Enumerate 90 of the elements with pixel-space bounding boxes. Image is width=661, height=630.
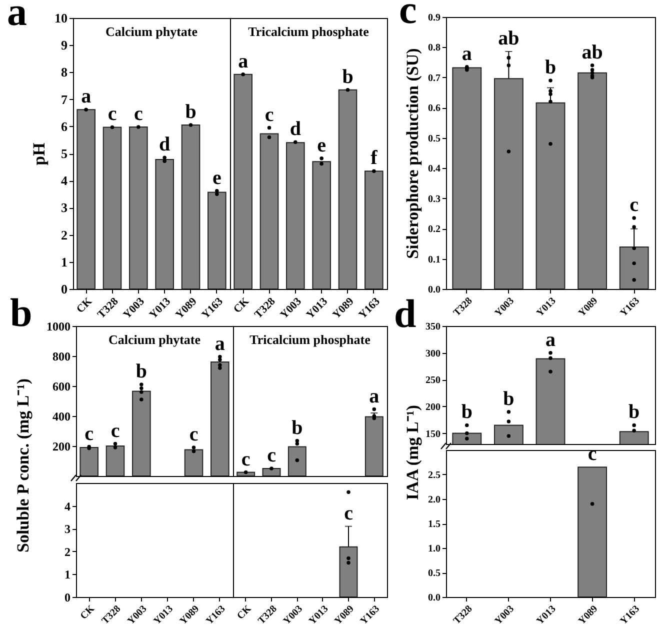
y-tick-label: 200: [426, 402, 440, 413]
y-tick-label: 150: [426, 428, 440, 440]
y-tick-label: 1.0: [428, 544, 440, 554]
y-tick-label: 1: [61, 254, 68, 270]
y-tick-label: 300: [426, 348, 440, 360]
text: d: [394, 291, 416, 336]
chart-title: Tricalcium phosphate: [250, 332, 371, 347]
annotation: b: [185, 101, 196, 124]
y-tick-label: 350: [426, 322, 440, 332]
annotation: a: [462, 42, 472, 65]
annotation: b: [503, 388, 514, 410]
annotation: c: [134, 102, 143, 125]
x-tick-label: CK: [235, 603, 254, 622]
y-tick-label: 4: [64, 499, 70, 514]
annotation: a: [369, 385, 380, 408]
annotation: c: [630, 194, 639, 216]
y-tick-label: 0.4: [428, 164, 440, 175]
x-tick-label: CK: [74, 295, 95, 316]
y-tick-label: 9: [61, 38, 68, 53]
y-tick-label: 600: [52, 380, 70, 394]
y-tick-label: 0.3: [428, 194, 440, 205]
y-tick-label: 0.7: [428, 72, 440, 84]
annotation: a: [81, 86, 92, 108]
y-tick-label: 0.6: [428, 103, 440, 114]
text: Calcium phytate: [105, 24, 198, 39]
annotation: d: [159, 134, 170, 156]
annotation: a: [546, 328, 556, 351]
annotation: c: [108, 103, 117, 126]
annotation: ab: [498, 27, 520, 50]
y-tick-label: 0.5: [428, 133, 440, 144]
text: a: [7, 0, 27, 34]
y-tick-label: 0.9: [428, 12, 440, 24]
y-tick-label: 250: [426, 375, 440, 386]
annotation: b: [342, 66, 354, 88]
y-tick-label: 3: [61, 200, 68, 216]
y-tick-label: 0.0: [428, 284, 440, 296]
annotation: c: [267, 444, 276, 466]
y-tick-label: 200: [52, 440, 70, 454]
y-tick-label: 10: [54, 10, 68, 26]
annotation: c: [264, 104, 274, 126]
y-tick-label: 0.1: [428, 254, 440, 266]
annotation: b: [628, 401, 640, 424]
annotation: e: [212, 166, 222, 189]
annotation: b: [544, 56, 556, 78]
y-tick-label: 0.5: [428, 568, 440, 579]
annotation: ab: [582, 41, 603, 64]
y-tick-label: 1.5: [428, 519, 440, 530]
y-tick-label: 6: [61, 118, 68, 134]
y-tick-label: 1000: [46, 320, 70, 334]
annotation: c: [84, 422, 94, 445]
x-tick-label: CK: [231, 295, 252, 316]
annotation: c: [241, 448, 250, 470]
y-axis-title: IAA (mg L⁻¹): [403, 404, 422, 500]
y-tick-label: 0: [64, 590, 70, 604]
annotation: c: [588, 443, 597, 466]
annotation: e: [317, 134, 326, 156]
y-tick-label: 4: [61, 173, 68, 188]
x-tick-label: CK: [78, 603, 98, 622]
y-axis-title: Siderophore production (SU): [403, 48, 422, 259]
y-axis-title: Soluble P conc. (mg L⁻¹): [14, 378, 32, 553]
annotation: c: [344, 502, 354, 524]
annotation: d: [290, 118, 301, 140]
annotation: b: [292, 416, 303, 439]
y-tick-label: 400: [52, 410, 70, 424]
y-tick-label: 5: [61, 146, 68, 161]
y-tick-label: 800: [52, 350, 70, 364]
y-tick-label: 7: [61, 92, 68, 107]
annotation: f: [370, 147, 378, 170]
y-tick-label: 3: [64, 522, 70, 536]
y-tick-label: 0.2: [428, 224, 440, 236]
text: b: [10, 290, 32, 335]
annotation: c: [189, 424, 198, 446]
y-tick-label: 2: [64, 544, 70, 559]
y-tick-label: 2.0: [428, 494, 440, 506]
annotation: c: [110, 420, 120, 442]
annotation: b: [136, 360, 147, 382]
chart-title: Calcium phytate: [108, 332, 201, 347]
annotation: a: [238, 50, 248, 72]
y-tick-label: 2.5: [428, 470, 440, 481]
text: Tricalcium phosphate: [248, 24, 370, 39]
text: c: [399, 0, 417, 32]
annotation: a: [214, 332, 225, 355]
y-tick-label: 0: [61, 282, 68, 296]
y-tick-label: 2: [61, 227, 68, 242]
y-tick-label: 0.8: [428, 42, 440, 54]
annotation: b: [461, 401, 472, 424]
y-axis-title: pH: [30, 142, 48, 166]
y-tick-label: 1: [64, 568, 70, 582]
y-tick-label: 0.0: [428, 592, 440, 604]
y-tick-label: 8: [61, 64, 68, 80]
